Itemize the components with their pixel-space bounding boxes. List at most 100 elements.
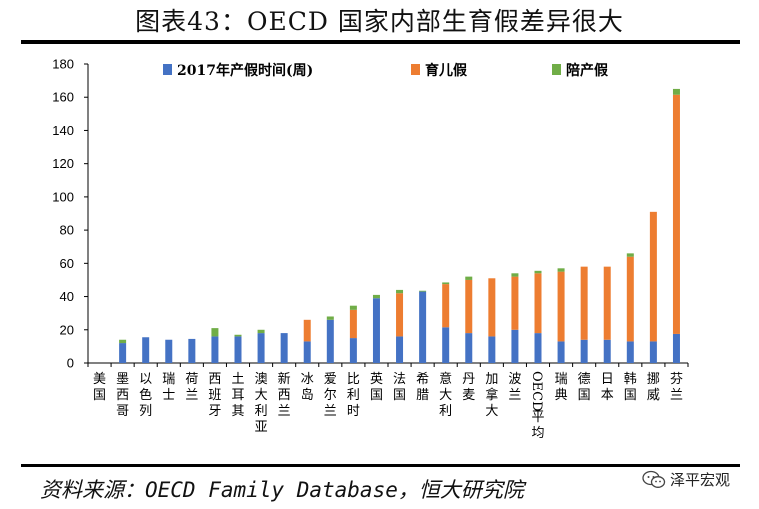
x-tick-label: 德国 <box>578 372 591 403</box>
legend-label: 育儿假 <box>425 62 468 79</box>
bar-parental <box>442 284 450 328</box>
wechat-icon <box>642 470 666 488</box>
y-tick-label: 180 <box>52 57 74 72</box>
bar-maternity <box>349 338 357 363</box>
bar-paternity <box>326 316 334 320</box>
x-tick-label: 墨西哥 <box>116 372 129 419</box>
x-tick-label-latin: OECD <box>529 371 544 412</box>
y-tick-label: 20 <box>60 322 74 337</box>
bar-parental <box>465 279 473 334</box>
bar-parental <box>303 319 311 342</box>
bar-maternity <box>303 341 311 363</box>
bar-parental <box>488 278 496 337</box>
bar-paternity <box>349 305 357 310</box>
source-note: 资料来源：OECD Family Database，恒大研究院 <box>40 478 524 502</box>
bar-parental <box>511 276 519 330</box>
x-tick-label: 以色列 <box>139 372 152 419</box>
x-tick-label: 冰岛 <box>301 372 314 403</box>
y-tick-label: 0 <box>67 356 74 371</box>
bar-chart: 0 20 40 60 80 100 120 140 160 180 美国墨西哥以色列瑞士荷兰西班牙土… <box>52 57 689 441</box>
bar-maternity <box>649 341 657 363</box>
bar-maternity <box>626 341 634 363</box>
bar-paternity <box>419 290 427 292</box>
bar-maternity <box>580 339 588 363</box>
bar-maternity <box>188 338 196 363</box>
x-tick-label: 西班牙 <box>208 372 221 419</box>
y-tick-label: 40 <box>60 289 74 304</box>
bar-paternity <box>534 270 542 274</box>
watermark: 泽平宏观 <box>642 469 730 490</box>
x-tick-label: 新西兰 <box>278 371 291 419</box>
x-tick-label: 英国 <box>370 372 383 403</box>
bar-paternity <box>396 289 404 294</box>
bar-maternity <box>672 333 680 363</box>
bar-maternity <box>326 319 334 363</box>
y-tick-label: 140 <box>52 123 74 138</box>
x-tick-label: 爱尔兰 <box>324 372 337 419</box>
bar-maternity <box>234 336 242 363</box>
x-tick-label: 挪威 <box>647 372 660 403</box>
bar-paternity <box>372 294 380 299</box>
bar-paternity <box>557 268 565 272</box>
x-tick-label: 韩国 <box>624 372 637 403</box>
x-tick-label: 法国 <box>393 372 406 403</box>
bar-paternity <box>257 329 265 334</box>
bar-maternity <box>119 343 127 363</box>
x-tick-label: 土耳其 <box>231 372 244 419</box>
bar-maternity <box>465 333 473 363</box>
bottom-rule <box>21 464 740 467</box>
bar-parental <box>603 266 611 340</box>
x-tick-label: 意大利 <box>439 371 452 419</box>
bar-maternity <box>511 329 519 363</box>
bar-paternity <box>442 282 450 285</box>
legend-swatch <box>163 64 172 75</box>
y-tick-label: 100 <box>52 189 74 204</box>
x-tick-label: 平均 <box>531 410 544 441</box>
x-tick-label: 日本 <box>601 372 614 403</box>
bar-parental <box>626 256 634 342</box>
top-rule <box>21 40 740 44</box>
legend-swatch <box>411 64 420 75</box>
chart-title: 图表43：OECD 国家内部生育假差异很大 <box>135 7 624 36</box>
bar-paternity <box>234 334 242 337</box>
x-tick-label: 加拿大 <box>485 372 498 419</box>
x-tick-label: 瑞典 <box>555 372 568 403</box>
bar-parental <box>672 94 680 334</box>
bar-maternity <box>419 291 427 363</box>
bar-parental <box>649 211 657 342</box>
legend-label: 2017年产假时间(周) <box>177 62 313 79</box>
bar-maternity <box>557 341 565 363</box>
x-tick-label: 荷兰 <box>185 372 198 403</box>
bar-paternity <box>672 88 680 95</box>
x-tick-label: 希腊 <box>416 372 429 403</box>
bar-parental <box>557 271 565 342</box>
bar-maternity <box>257 333 265 363</box>
bar-paternity <box>511 273 519 277</box>
legend-label: 陪产假 <box>566 62 609 79</box>
bar-maternity <box>442 327 450 363</box>
bar-paternity <box>119 339 127 344</box>
y-tick-label: 120 <box>52 156 74 171</box>
y-tick-label: 80 <box>60 223 74 238</box>
y-tick-label: 160 <box>52 90 74 105</box>
x-tick-label: 瑞士 <box>162 372 175 403</box>
bar-parental <box>534 273 542 334</box>
bar-parental <box>349 309 357 339</box>
bar-maternity <box>534 333 542 363</box>
bar-paternity <box>465 276 473 280</box>
y-tick-label: 60 <box>60 256 74 271</box>
bar-parental <box>580 266 588 340</box>
bar-paternity <box>626 253 634 257</box>
bar-maternity <box>211 336 219 363</box>
x-tick-label: 美国 <box>93 372 106 403</box>
bar-maternity <box>488 336 496 363</box>
legend-swatch <box>552 64 561 75</box>
x-tick-label: 波兰 <box>508 372 521 403</box>
bar-paternity <box>211 328 219 337</box>
bar-parental <box>396 293 404 337</box>
x-tick-label: 丹麦 <box>462 372 475 403</box>
x-tick-label: 澳大利亚 <box>255 371 268 435</box>
x-tick-label: 比利时 <box>347 372 360 419</box>
bar-maternity <box>280 333 288 363</box>
bar-maternity <box>142 337 150 363</box>
